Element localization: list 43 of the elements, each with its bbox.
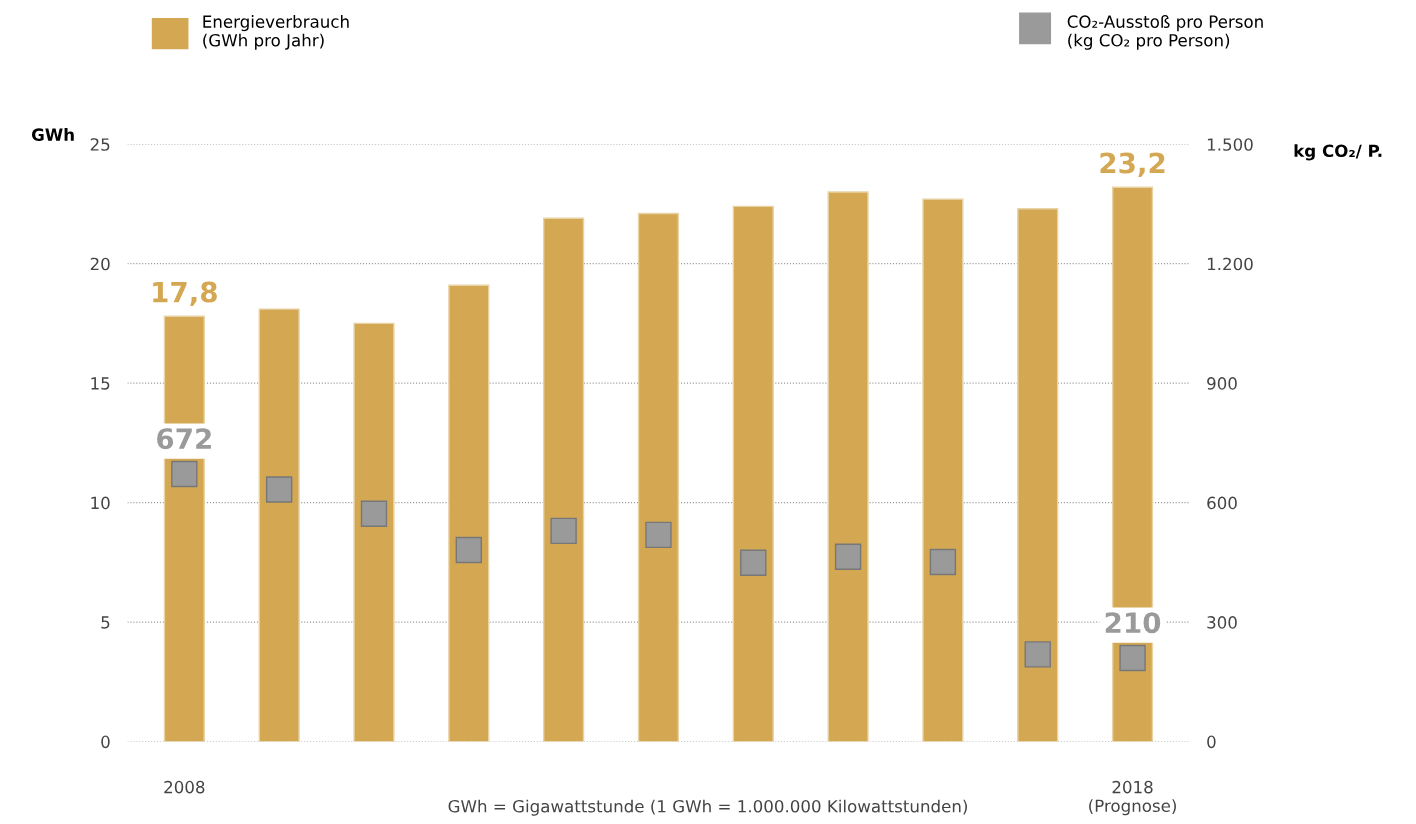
text: GWh = Gigawattstunde (1 GWh = 1.000.000 Kilowattstunden): [448, 799, 967, 816]
bar: [1017, 208, 1059, 742]
point: [360, 500, 388, 527]
y2-tick-label: 1.200: [1207, 257, 1253, 271]
y-tick-label: 0: [101, 735, 110, 749]
legend-label: Energieverbrauch (GWh pro Jahr): [203, 15, 349, 50]
bar: [543, 217, 585, 742]
point: [171, 460, 198, 488]
x-tick-label: 2008: [164, 780, 205, 794]
data-label: 672: [157, 428, 211, 450]
x-tick-label: 2018 (Prognose): [1089, 780, 1176, 816]
y2-tick-label: 600: [1207, 496, 1237, 510]
y-tick-label: 15: [91, 377, 110, 390]
data-label: 210: [1105, 612, 1161, 634]
y2-tick-label: 0: [1207, 735, 1216, 749]
bar: [732, 205, 774, 742]
point: [834, 543, 862, 570]
y-tick-label: 10: [91, 496, 110, 510]
bar: [258, 308, 300, 742]
point: [929, 548, 957, 576]
y-axis-title: GWh: [31, 128, 74, 141]
data-label: 17,8: [153, 281, 217, 307]
bar: [637, 212, 680, 742]
bar: [448, 284, 490, 742]
point: [645, 521, 672, 549]
y-tick-label: 20: [90, 257, 110, 271]
point: [740, 549, 767, 576]
y-tick-label: 25: [90, 138, 110, 151]
y2-tick-label: 300: [1207, 616, 1237, 629]
y-tick-label: 5: [101, 616, 110, 629]
data-label: 23,2: [1100, 152, 1165, 178]
point: [1119, 644, 1146, 672]
point: [455, 536, 482, 564]
y2-tick-label: 1.500: [1207, 138, 1253, 151]
point: [1024, 641, 1051, 668]
y2-tick-label: 900: [1207, 377, 1237, 390]
bar: [922, 198, 964, 742]
legend-label: CO₂-Ausstoß pro Person (kg CO₂ pro Person): [1067, 15, 1263, 50]
point: [265, 476, 293, 503]
point: [550, 517, 577, 545]
bar: [827, 191, 869, 742]
y2-axis-title: kg CO₂/ P.: [1294, 144, 1382, 161]
bar: [353, 322, 395, 742]
